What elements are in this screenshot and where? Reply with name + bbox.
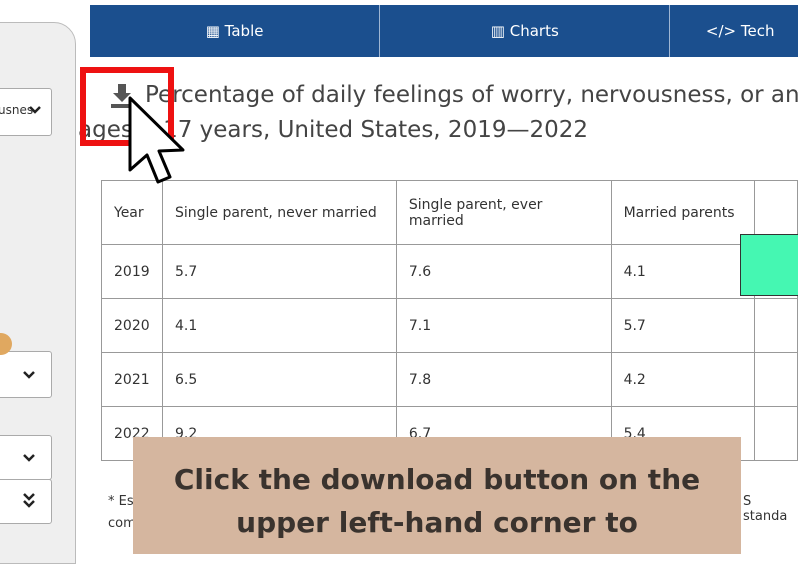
footnote: S standa (743, 494, 788, 524)
table-cell-cut (753, 352, 798, 407)
caption-box: Click the download button on the upper l… (133, 437, 741, 554)
chevron (23, 371, 35, 379)
title-line: Percentage of daily feelings of worry, n… (145, 82, 798, 108)
table-cell: 2020 (101, 298, 163, 353)
table-cell: 5.7 (610, 298, 755, 353)
highlight-box (80, 67, 174, 146)
chevron (23, 454, 35, 462)
tab[interactable]: </> Tech (670, 5, 798, 57)
collapse-button[interactable] (0, 479, 52, 524)
cursor (128, 96, 185, 184)
table-cell-cut (753, 406, 798, 461)
footnote: com (108, 516, 136, 531)
dropdown[interactable]: usnes (0, 88, 52, 136)
table-cell: 6.5 (161, 352, 397, 407)
tab-label: Charts (509, 22, 559, 40)
tab[interactable]: ▥ Charts (380, 5, 671, 57)
double-chevron (23, 493, 35, 508)
header-cell: Married parents (610, 180, 755, 245)
download-icon[interactable] (108, 82, 136, 110)
header-cell: Single parent, never married (161, 180, 397, 245)
header-cell: Single parent, ever married (395, 180, 612, 245)
tab-label: Table (224, 22, 264, 40)
table-cell: 4.1 (610, 244, 755, 299)
tab[interactable]: ▦ Table (90, 5, 381, 57)
table-cell: 2021 (101, 352, 163, 407)
dropdown[interactable] (0, 435, 52, 480)
table-cell-cut (753, 298, 798, 353)
caption-line: upper left-hand corner to (236, 506, 638, 539)
footnote: * Est (108, 494, 139, 509)
tab-label: </> Tech (705, 22, 775, 40)
tab-bar: ▦ Table ▥ Charts </> Tech (90, 5, 798, 57)
caption-line: Click the download button on the (173, 463, 701, 496)
dropdown[interactable] (0, 351, 52, 398)
table-cell: 4.2 (610, 352, 755, 407)
indicator-dot (0, 333, 12, 355)
header-cell: Year (101, 180, 163, 245)
green-overlay (740, 234, 798, 296)
data-table: Year Single parent, never married Single p… (101, 180, 798, 461)
table-cell: 7.6 (395, 244, 612, 299)
table-row: 2021 6.5 7.8 4.2 (101, 352, 798, 407)
table-row: 2020 4.1 7.1 5.7 (101, 298, 798, 353)
table-cell: 4.1 (161, 298, 397, 353)
header-row: Year Single parent, never married Single p… (101, 180, 798, 245)
table-cell: 7.8 (395, 352, 612, 407)
table-cell: 7.1 (395, 298, 612, 353)
table-row: 2019 5.7 7.6 4.1 (101, 244, 798, 299)
table-cell: 2019 (101, 244, 163, 299)
table-cell: 5.7 (161, 244, 397, 299)
sidebar: usnes (0, 22, 76, 564)
chevron (29, 106, 41, 114)
dropdown-text: usnes (0, 103, 34, 117)
